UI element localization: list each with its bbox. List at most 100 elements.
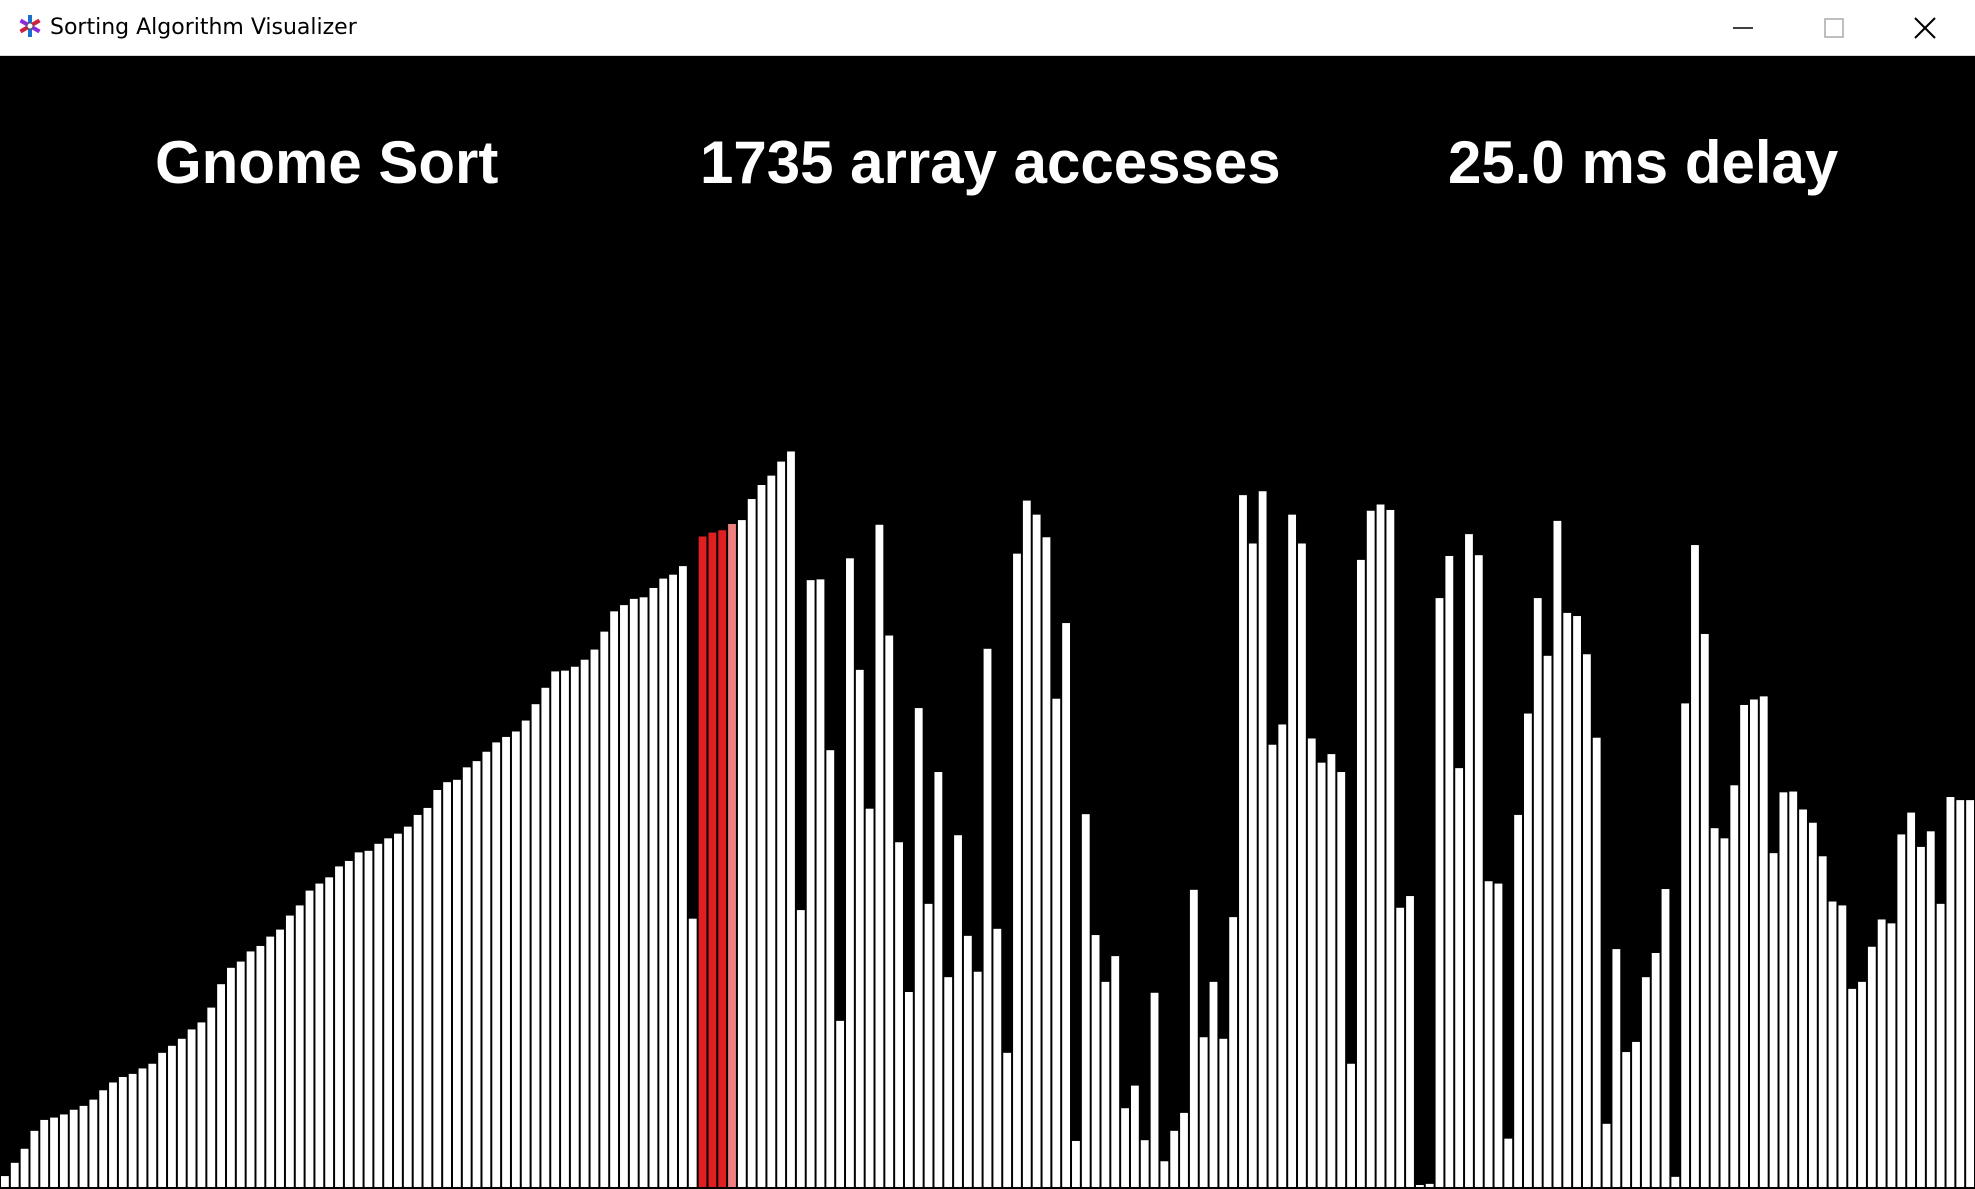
array-bar — [1799, 809, 1807, 1187]
array-bar — [59, 1114, 68, 1187]
array-bar — [649, 587, 658, 1187]
array-bar — [1327, 754, 1336, 1187]
array-bar — [227, 967, 235, 1187]
array-bar — [767, 475, 776, 1187]
array-bar — [895, 842, 903, 1187]
array-bar — [934, 772, 943, 1187]
array-bar — [1750, 699, 1758, 1187]
array-bar — [1622, 1052, 1631, 1187]
array-bar — [266, 936, 275, 1187]
array-bar — [521, 720, 530, 1187]
array-bar — [1445, 555, 1454, 1187]
array-bar — [511, 731, 520, 1187]
array-bar — [1573, 616, 1581, 1187]
array-bar — [1013, 553, 1021, 1187]
array-bar — [1268, 744, 1277, 1187]
array-bar — [1917, 846, 1925, 1187]
array-bar — [197, 1022, 206, 1187]
array-bar — [1681, 703, 1690, 1187]
array-bar — [1759, 696, 1768, 1187]
array-bar — [1288, 514, 1297, 1187]
array-bar — [1140, 1140, 1149, 1187]
array-bar — [1229, 917, 1238, 1187]
array-bar — [1415, 1185, 1424, 1187]
array-bar — [885, 635, 894, 1187]
array-bar — [305, 890, 314, 1187]
array-bar — [1789, 791, 1798, 1187]
array-bar — [109, 1082, 117, 1187]
array-bar — [50, 1117, 58, 1187]
array-bar — [1396, 907, 1405, 1187]
array-bar — [79, 1105, 88, 1187]
array-bar — [158, 1052, 167, 1187]
array-bar — [20, 1148, 29, 1187]
array-bar — [678, 566, 687, 1187]
array-bar — [580, 659, 589, 1187]
array-bar — [207, 1007, 216, 1187]
array-bar — [315, 883, 324, 1187]
array-bar — [1, 1176, 9, 1187]
array-bar — [1710, 828, 1719, 1187]
array-bar — [1239, 495, 1247, 1187]
array-bar — [1818, 856, 1827, 1187]
title-bar[interactable]: Sorting Algorithm Visualizer — [0, 0, 1975, 56]
window-title: Sorting Algorithm Visualizer — [50, 15, 357, 40]
array-bar — [1661, 889, 1670, 1187]
array-bar — [1406, 896, 1414, 1187]
array-bar — [639, 597, 648, 1187]
array-bar — [1474, 555, 1483, 1187]
array-bar — [757, 485, 766, 1187]
array-bar — [728, 524, 736, 1187]
array-bar — [285, 915, 294, 1187]
array-bar — [138, 1068, 147, 1187]
array-bar — [1740, 704, 1749, 1187]
array-bar — [1130, 1085, 1139, 1187]
array-bar — [531, 704, 540, 1187]
array-bar — [30, 1130, 39, 1187]
array-bar — [1150, 992, 1159, 1187]
array-bar — [217, 984, 225, 1187]
array-bar — [1966, 800, 1974, 1187]
array-bar — [1553, 520, 1562, 1187]
array-bar — [737, 520, 746, 1187]
array-bar — [1524, 713, 1532, 1187]
array-bar — [590, 649, 599, 1187]
array-bar — [148, 1063, 157, 1187]
close-button[interactable] — [1880, 0, 1970, 56]
array-bar — [177, 1038, 186, 1187]
array-bar — [10, 1162, 19, 1187]
array-bar — [806, 580, 815, 1187]
array-bar — [1867, 946, 1876, 1187]
array-bar — [1533, 598, 1542, 1187]
array-bar — [1838, 905, 1847, 1187]
array-bar — [1504, 1138, 1513, 1187]
array-bar — [1062, 623, 1071, 1187]
array-bar — [1072, 1140, 1080, 1187]
array-bar — [816, 579, 825, 1187]
array-bar — [777, 461, 786, 1188]
array-bar — [99, 1090, 108, 1187]
array-bar — [688, 918, 697, 1187]
array-bar — [1356, 559, 1365, 1187]
array-bar — [1720, 838, 1729, 1187]
array-bar — [1042, 537, 1051, 1187]
array-bar — [1376, 504, 1385, 1187]
maximize-button[interactable] — [1789, 0, 1879, 56]
array-bar — [747, 499, 756, 1187]
array-bar — [364, 850, 373, 1187]
array-bar — [502, 736, 510, 1187]
array-bar — [875, 524, 884, 1187]
array-bar — [1032, 514, 1041, 1187]
array-bar — [1877, 919, 1886, 1187]
close-icon — [1914, 17, 1936, 39]
array-bar — [787, 451, 795, 1188]
minimize-button[interactable] — [1698, 0, 1788, 56]
array-bar — [1121, 1108, 1129, 1187]
array-bar — [1887, 923, 1896, 1187]
array-bar — [1700, 633, 1709, 1187]
array-bar — [335, 866, 343, 1187]
array-bar — [1347, 1063, 1355, 1187]
array-bar — [1189, 889, 1198, 1187]
array-bar — [1769, 853, 1778, 1187]
